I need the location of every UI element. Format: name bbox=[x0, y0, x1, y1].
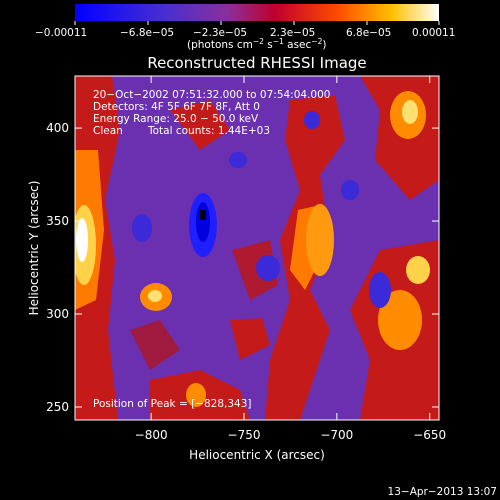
colorbar-tick-label: −0.00011 bbox=[35, 27, 87, 39]
colorbar-tick-label: 6.8e−05 bbox=[346, 27, 391, 39]
x-axis: −800 −750 −700 −650 bbox=[135, 76, 446, 442]
annotation-time: 20−Oct−2002 07:51:32.000 to 07:54:04.000 bbox=[93, 89, 330, 101]
x-tick-label: −700 bbox=[320, 428, 353, 442]
annotation-energy: Energy Range: 25.0 − 50.0 keV bbox=[93, 113, 259, 125]
y-tick-label: 400 bbox=[46, 121, 69, 135]
colorbar bbox=[75, 4, 439, 21]
colorbar-ticks bbox=[74, 21, 440, 25]
colorbar-tick-labels: −0.00011 −6.8e−05 −2.3e−05 2.3e−05 6.8e−… bbox=[35, 27, 455, 39]
x-tick-label: −800 bbox=[135, 428, 168, 442]
y-tick-label: 300 bbox=[46, 307, 69, 321]
footer-timestamp: 13−Apr−2013 13:07 bbox=[388, 486, 497, 498]
y-tick-label: 350 bbox=[46, 214, 69, 228]
colorbar-unit-label: (photons cm−2 s−1 asec−2) bbox=[187, 37, 326, 51]
y-tick-label: 250 bbox=[46, 400, 69, 414]
x-tick-label: −750 bbox=[228, 428, 261, 442]
colorbar-tick-label: 0.00011 bbox=[412, 27, 455, 39]
chart-title: Reconstructed RHESSI Image bbox=[147, 54, 366, 72]
annotation-block: 20−Oct−2002 07:51:32.000 to 07:54:04.000… bbox=[93, 89, 330, 410]
x-tick-label: −650 bbox=[413, 428, 446, 442]
colorbar-tick-label: 2.3e−05 bbox=[270, 27, 315, 39]
x-axis-label: Heliocentric X (arcsec) bbox=[189, 448, 325, 462]
annotation-peak: Position of Peak = [−828,343] bbox=[93, 398, 252, 410]
colorbar-tick-label: −2.3e−05 bbox=[193, 27, 247, 39]
annotation-counts: Total counts: 1.44E+03 bbox=[147, 125, 270, 137]
annotation-method: Clean bbox=[93, 125, 123, 137]
y-axis-label: Heliocentric Y (arcsec) bbox=[27, 181, 41, 316]
annotation-detectors: Detectors: 4F 5F 6F 7F 8F, Att 0 bbox=[93, 101, 260, 113]
y-axis: 250 300 350 400 bbox=[46, 121, 439, 414]
plot-frame bbox=[74, 75, 440, 421]
heatmap-image bbox=[75, 76, 439, 420]
colorbar-tick-label: −6.8e−05 bbox=[120, 27, 174, 39]
